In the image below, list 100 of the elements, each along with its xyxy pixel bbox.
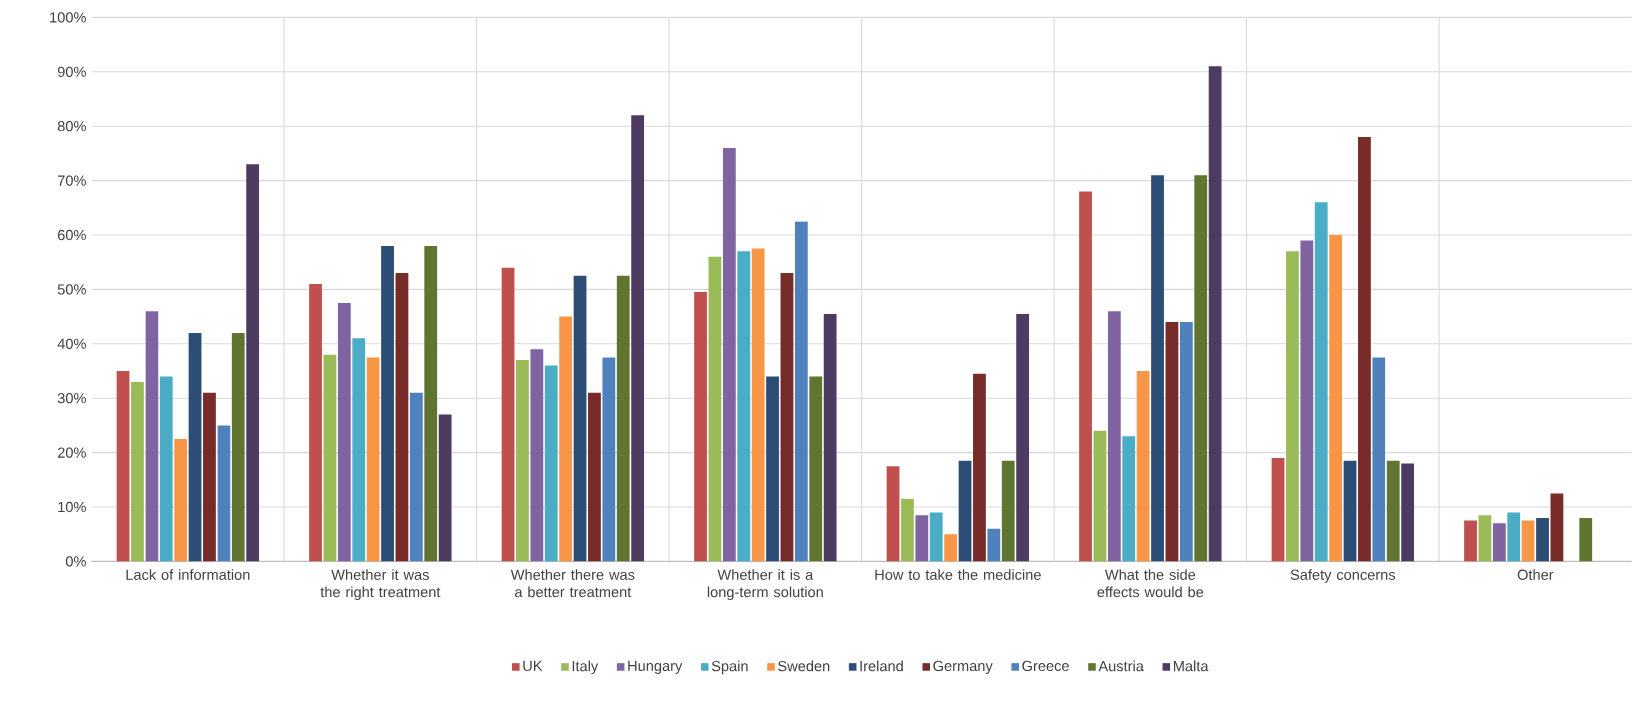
bar	[1358, 137, 1371, 562]
bar	[544, 365, 558, 562]
y-tick-label: 50%	[57, 284, 86, 295]
bar	[530, 349, 544, 562]
bar	[780, 273, 794, 562]
bar	[794, 221, 808, 562]
bar	[145, 311, 159, 562]
bar	[766, 376, 779, 562]
bar	[1464, 520, 1477, 562]
bar	[901, 498, 914, 562]
bar	[1093, 430, 1107, 562]
legend-label: Austria	[1098, 660, 1144, 672]
bar	[1550, 493, 1564, 562]
y-tick-label: 90%	[57, 66, 86, 77]
bar	[1372, 357, 1386, 562]
bar	[246, 164, 260, 562]
bar	[1165, 322, 1179, 562]
x-tick-label: Whether it is a long-term solution	[707, 569, 823, 601]
bar	[1079, 191, 1092, 562]
legend-label: Germany	[933, 660, 993, 674]
legend-label: Sweden	[778, 660, 830, 672]
bar	[1507, 512, 1521, 562]
bar	[366, 357, 380, 562]
x-tick-label: What the side effects would be	[1097, 569, 1204, 598]
y-tick-label: 10%	[58, 501, 86, 513]
bar	[573, 275, 587, 562]
bar	[352, 338, 366, 562]
y-tick-label: 60%	[57, 229, 86, 241]
bar	[1401, 463, 1415, 562]
x-tick-label: How to take the medicine	[875, 569, 1041, 580]
bar	[1521, 520, 1535, 562]
bar	[159, 376, 173, 562]
bar	[1386, 460, 1400, 562]
x-tick-label: Other	[1517, 569, 1554, 580]
bar	[737, 251, 751, 562]
bar	[915, 515, 929, 562]
legend-label: Italy	[572, 660, 599, 675]
bar	[958, 460, 972, 562]
bar	[1107, 311, 1121, 562]
legend-label: Greece	[1022, 660, 1069, 672]
bar	[631, 115, 645, 562]
x-tick-label: Whether there was a better treatment	[510, 569, 635, 598]
legend-label: Spain	[711, 660, 748, 675]
bar	[1343, 460, 1357, 562]
bar	[1478, 515, 1492, 562]
bar	[694, 292, 707, 562]
bar	[1536, 517, 1549, 562]
bar	[1314, 202, 1328, 562]
bar	[409, 392, 423, 562]
bar	[231, 332, 245, 562]
bar	[1179, 322, 1193, 562]
bar	[323, 354, 337, 562]
bar	[116, 371, 130, 562]
bar	[337, 302, 351, 562]
bar	[203, 392, 216, 562]
bar	[1136, 371, 1150, 562]
bar	[395, 273, 409, 562]
bar	[1271, 458, 1285, 562]
legend-label: Hungary	[628, 660, 683, 674]
bar	[751, 248, 765, 562]
bar	[501, 267, 515, 562]
bar	[944, 534, 958, 562]
y-tick-label: 70%	[57, 175, 86, 186]
bar	[1016, 313, 1030, 562]
bar	[809, 376, 823, 562]
x-tick-label: Whether it was the right treatment	[320, 569, 441, 601]
x-tick-label: Lack of information	[126, 569, 250, 580]
bar	[823, 313, 837, 562]
bar	[424, 245, 438, 562]
bar	[1208, 66, 1222, 562]
bar	[1492, 523, 1506, 562]
y-tick-label: 100%	[50, 12, 86, 23]
bar	[1300, 240, 1314, 562]
bar	[973, 373, 986, 562]
bar	[559, 316, 573, 562]
bar	[438, 414, 452, 562]
y-tick-label: 40%	[57, 338, 86, 349]
y-tick-label: 20%	[57, 447, 86, 458]
legend-label: Ireland	[860, 660, 903, 672]
y-tick-label: 80%	[57, 121, 86, 132]
bar	[174, 439, 188, 562]
bar	[616, 275, 630, 562]
bar	[1329, 234, 1343, 562]
legend-label: UK	[523, 660, 543, 672]
bar	[1122, 436, 1136, 562]
bar	[1001, 460, 1015, 562]
bar	[516, 360, 529, 562]
legend-label: Malta	[1173, 660, 1209, 672]
bar	[987, 528, 1001, 562]
bar	[1194, 175, 1208, 562]
bar	[708, 256, 722, 562]
bar	[722, 147, 736, 562]
bar	[1579, 517, 1593, 562]
bar	[188, 332, 202, 562]
bar	[217, 425, 231, 562]
bar	[602, 357, 616, 562]
bar	[309, 283, 322, 562]
bar	[381, 245, 394, 562]
bar	[588, 392, 601, 562]
bar	[1151, 175, 1164, 562]
